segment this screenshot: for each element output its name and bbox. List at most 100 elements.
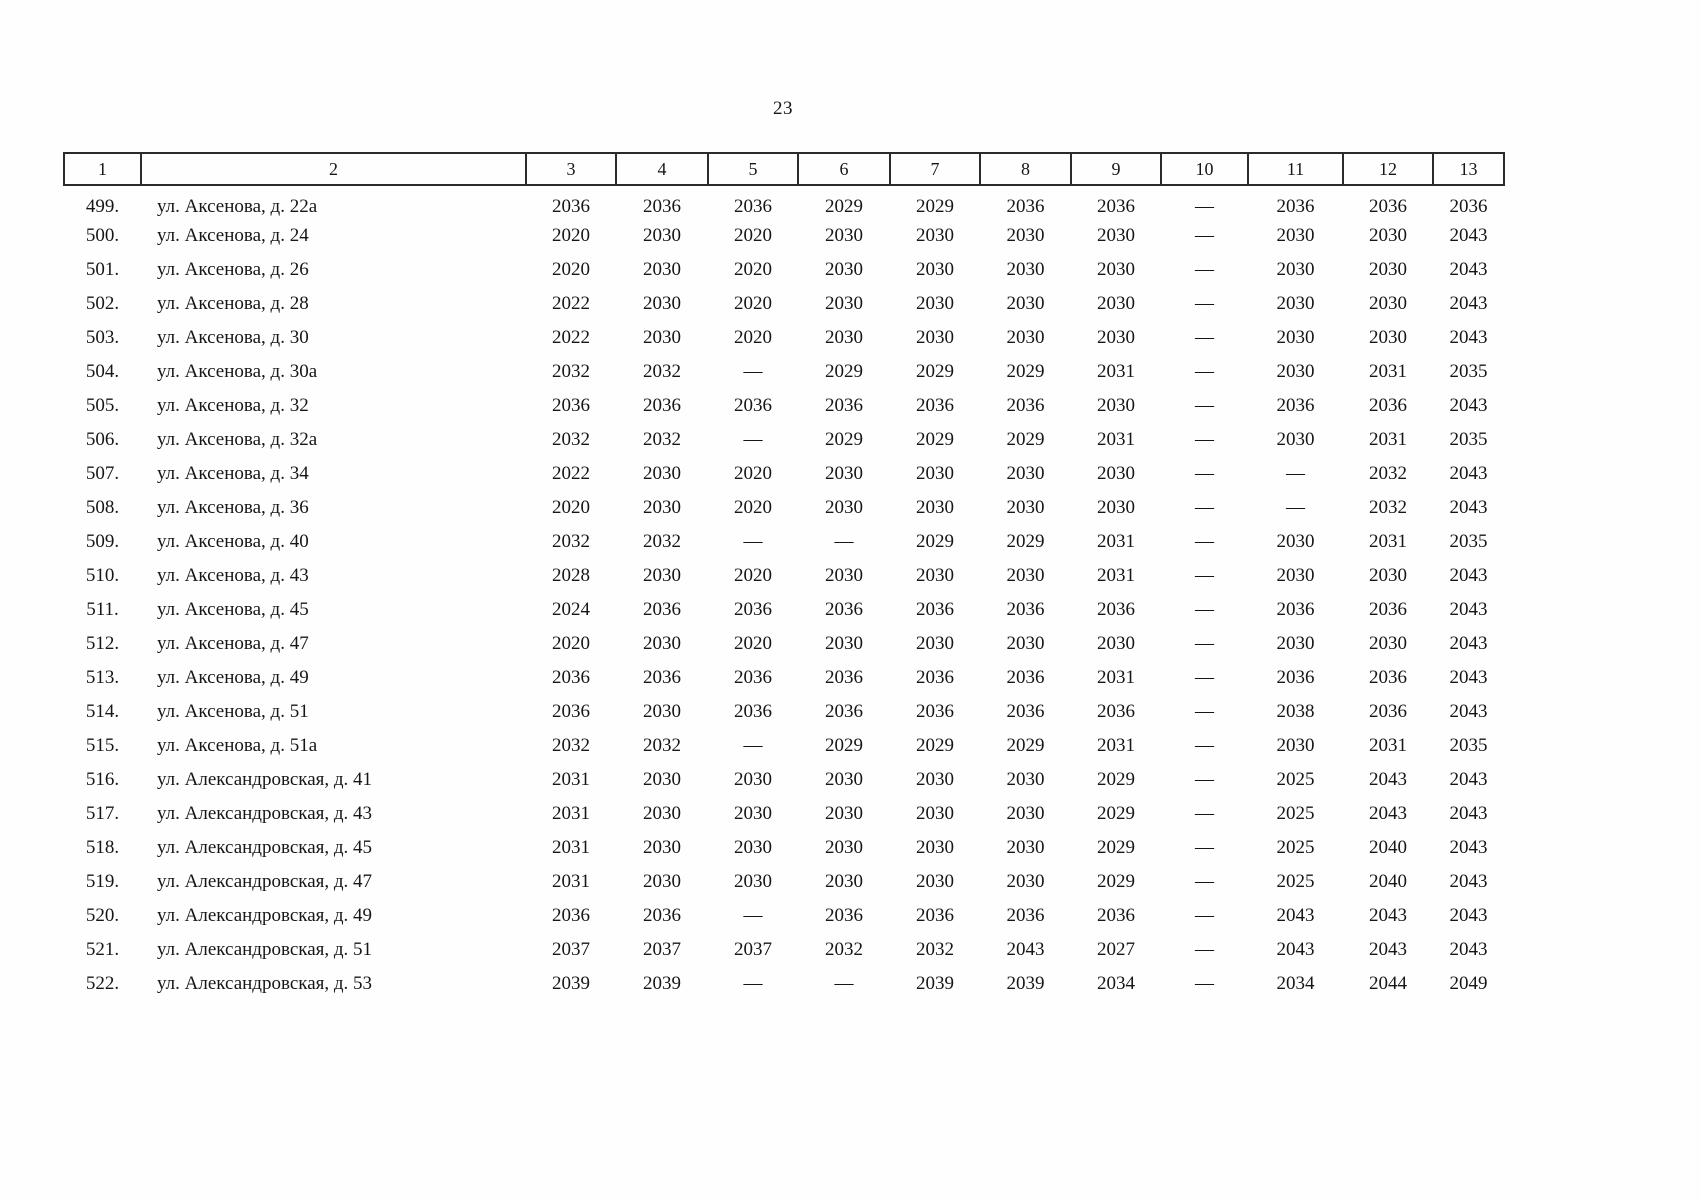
year-cell: 2043 [1449,599,1488,620]
year-cell: 2036 [643,599,681,620]
year-cell: 2043 [1449,327,1488,348]
year-cell: 2030 [1276,633,1315,654]
year-cell: 2031 [1097,531,1135,552]
address-cell: ул. Александровская, д. 45 [157,837,373,858]
year-cell: 2030 [643,769,681,790]
year-cell: 2040 [1369,871,1407,892]
year-cell: 2030 [734,803,772,824]
year-cell: 2030 [916,633,954,654]
year-cell: — [1195,803,1214,824]
year-cell: 2030 [643,837,681,858]
year-cell: 2036 [1369,395,1407,416]
year-cell: — [1195,735,1214,756]
year-cell: 2029 [825,429,863,450]
year-cell: 2029 [825,361,863,382]
year-cell: — [1195,225,1214,246]
row-number: 510. [85,565,120,586]
year-cell: 2025 [1276,837,1315,858]
year-cell: 2030 [1276,361,1315,382]
year-cell: 2030 [1097,395,1135,416]
address-cell: ул. Аксенова, д. 45 [157,599,309,620]
row-number: 516. [85,769,120,790]
year-cell: 2030 [825,803,863,824]
row-number: 508. [85,497,120,518]
column-header: 11 [1247,152,1344,186]
year-cell: 2034 [1097,973,1135,994]
year-cell: 2030 [1276,565,1315,586]
table-row: 504. ул. Аксенова, д. 30а 2032 2032 — 2029 202… [64,355,1504,389]
table-row: 515. ул. Аксенова, д. 51а 2032 2032 — 2029 202… [64,729,1504,763]
year-cell: — [1195,905,1214,926]
year-cell: 2043 [1449,293,1488,314]
year-cell: 2036 [552,701,590,722]
year-cell: — [1195,701,1214,722]
year-cell: 2029 [916,429,954,450]
year-cell: 2043 [1449,803,1488,824]
year-cell: — [1195,667,1214,688]
year-cell: 2030 [1097,463,1135,484]
year-cell: 2036 [552,905,590,926]
year-cell: 2036 [1276,667,1315,688]
address-cell: ул. Аксенова, д. 24 [157,225,309,246]
year-cell: 2036 [552,195,590,217]
year-cell: 2032 [643,361,681,382]
year-cell: 2030 [643,225,681,246]
table-row: 517. ул. Александровская, д. 43 2031 2030 20… [64,797,1504,831]
year-cell: 2032 [643,735,681,756]
column-header: 13 [1432,152,1505,186]
year-cell: 2029 [1097,871,1135,892]
year-cell: 2030 [734,837,772,858]
year-cell: 2020 [552,497,590,518]
table-row: 511. ул. Аксенова, д. 45 2024 2036 2036 2036 2… [64,593,1504,627]
year-cell: 2037 [734,939,772,960]
table-row: 501. ул. Аксенова, д. 26 2020 2030 2020 2030 2… [64,253,1504,287]
year-cell: 2036 [1276,599,1315,620]
year-cell: — [1195,871,1214,892]
year-cell: 2036 [825,599,863,620]
year-cell: 2032 [552,429,590,450]
year-cell: 2037 [643,939,681,960]
year-cell: 2043 [1449,769,1488,790]
year-cell: 2034 [1276,973,1315,994]
year-cell: 2040 [1369,837,1407,858]
year-cell: 2036 [734,701,772,722]
year-cell: — [743,735,763,756]
row-number: 507. [85,463,120,484]
column-header: 12 [1342,152,1434,186]
year-cell: 2030 [916,463,954,484]
address-cell: ул. Александровская, д. 51 [157,939,373,960]
year-cell: 2030 [643,463,681,484]
year-cell: 2031 [1097,735,1135,756]
year-cell: 2022 [552,293,590,314]
year-cell: 2043 [1449,463,1488,484]
year-cell: 2030 [1097,497,1135,518]
year-cell: 2031 [1097,361,1135,382]
year-cell: 2043 [1369,905,1407,926]
year-cell: 2030 [1276,735,1315,756]
year-cell: — [1195,565,1214,586]
year-cell: 2043 [1449,905,1488,926]
table-row: 502. ул. Аксенова, д. 28 2022 2030 2020 2030 2… [64,287,1504,321]
year-cell: 2032 [552,531,590,552]
year-cell: — [743,429,763,450]
year-cell: 2036 [916,905,954,926]
year-cell: 2030 [1097,327,1135,348]
year-cell: — [1195,395,1214,416]
year-cell: 2030 [643,565,681,586]
year-cell: 2035 [1449,361,1488,382]
year-cell: 2036 [1369,599,1407,620]
year-cell: 2030 [1369,633,1407,654]
year-cell: — [1195,195,1214,217]
year-cell: 2030 [916,225,954,246]
year-cell: 2036 [825,905,863,926]
year-cell: 2036 [1369,195,1407,217]
year-cell: 2031 [1097,429,1135,450]
year-cell: 2030 [1369,259,1407,280]
table-row: 505. ул. Аксенова, д. 32 2036 2036 2036 2036 2… [64,389,1504,423]
schedule-table: 1 2 3 4 5 6 7 8 9 10 11 12 13 499. ул. Аксенова, д. 2… [63,152,1505,1001]
year-cell: — [1195,361,1214,382]
year-cell: 2035 [1449,429,1488,450]
year-cell: 2036 [552,395,590,416]
column-header: 6 [797,152,891,186]
year-cell: 2030 [643,803,681,824]
